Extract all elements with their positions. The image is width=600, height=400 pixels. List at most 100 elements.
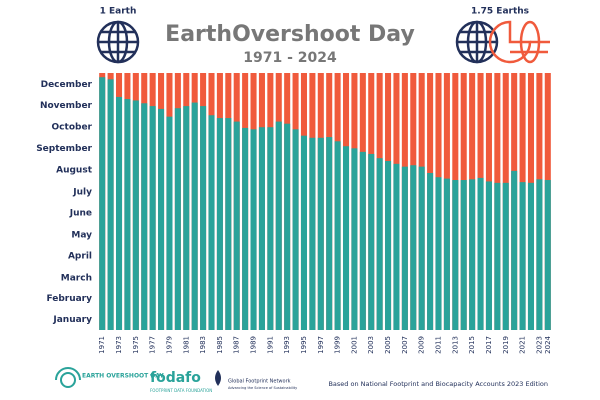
globe-icon [96, 20, 140, 64]
y-tick-label: July [72, 187, 92, 197]
x-tick-label: 2007 [401, 336, 409, 354]
bar [410, 165, 417, 330]
bar [359, 151, 366, 330]
bar [435, 177, 442, 330]
logo-text: Global Footprint Network [228, 379, 291, 385]
source-note: Based on National Footprint and Biocapac… [328, 380, 548, 388]
bar [124, 99, 131, 330]
bar [115, 96, 123, 330]
bar [536, 179, 543, 330]
x-tick-label: 2015 [468, 336, 476, 354]
bar [107, 79, 114, 331]
x-tick-label: 2021 [519, 336, 527, 354]
bar [225, 118, 232, 330]
bar [368, 153, 375, 330]
logo-text: EARTH OVERSHOOT DAY [82, 373, 164, 380]
x-tick-label: 1987 [233, 336, 241, 354]
bar [401, 166, 408, 330]
bar [544, 180, 551, 330]
y-tick-label: October [52, 123, 93, 133]
logo-icon [215, 370, 221, 386]
x-tick-label: 2001 [350, 336, 358, 354]
bar [342, 146, 350, 330]
bar [141, 103, 148, 331]
y-tick-label: November [40, 101, 93, 111]
logo-text: FOOTPRINT DATA FOUNDATION [150, 388, 212, 393]
bar [519, 182, 526, 330]
bar [527, 182, 535, 330]
x-tick-label: 1993 [283, 336, 291, 354]
bar [267, 127, 274, 331]
y-tick-label: January [52, 315, 92, 325]
bar [174, 108, 181, 331]
bar [300, 135, 308, 330]
x-tick-label: 2023 [535, 336, 543, 354]
y-tick-label: May [71, 230, 92, 240]
bar [385, 161, 392, 330]
earth-label: 1 Earth [100, 7, 137, 17]
partial-globe-icon [488, 20, 550, 64]
x-tick-label: 2011 [435, 336, 443, 354]
bar [250, 129, 257, 330]
x-tick-label: 2017 [485, 336, 493, 354]
x-tick-label: 1975 [132, 336, 140, 354]
x-tick-label: 1983 [199, 336, 207, 354]
x-tick-label: 1995 [300, 336, 308, 354]
logo-text: fodafo [150, 370, 201, 386]
x-tick-label: 2003 [367, 336, 375, 354]
bar [292, 129, 299, 330]
x-tick-label: 2013 [451, 336, 459, 354]
y-tick-label: June [69, 209, 92, 219]
bar [275, 121, 282, 331]
bar [149, 106, 156, 331]
bar [309, 137, 316, 330]
bar [334, 141, 341, 330]
x-tick-label: 1971 [98, 336, 106, 354]
bar [183, 106, 190, 331]
x-tick-label: 1991 [266, 336, 274, 354]
bar [258, 127, 265, 331]
bar [99, 77, 106, 330]
bar [376, 158, 383, 330]
x-tick-label: 1999 [334, 336, 342, 354]
x-tick-label: 2024 [544, 335, 552, 353]
bar [166, 116, 173, 331]
y-tick-label: August [56, 166, 93, 176]
x-tick-label: 1981 [182, 336, 190, 354]
bar [427, 172, 434, 330]
y-tick-label: April [68, 252, 92, 262]
bar [494, 182, 501, 330]
bar [284, 123, 291, 330]
y-tick-label: December [41, 80, 93, 90]
y-tick-label: September [36, 144, 92, 154]
x-tick-label: 1989 [250, 336, 258, 354]
x-tick-label: 2005 [384, 336, 392, 354]
bar [216, 118, 223, 330]
bar [469, 179, 476, 330]
bar [200, 106, 207, 331]
bar [477, 177, 484, 330]
bar [460, 180, 467, 330]
bar [351, 148, 358, 330]
earth-label: 1.75 Earths [471, 7, 529, 17]
bar [418, 166, 425, 330]
logo-icon [55, 367, 81, 388]
bar [132, 100, 139, 331]
chart-subtitle: 1971 - 2024 [243, 50, 337, 66]
bar [158, 108, 165, 330]
chart-title: EarthOvershoot Day [165, 22, 415, 47]
x-tick-label: 1985 [216, 336, 224, 354]
bar [326, 137, 333, 330]
x-tick-label: 1977 [149, 336, 157, 354]
y-tick-label: February [46, 294, 92, 304]
x-tick-label: 1979 [165, 336, 173, 354]
bar [502, 182, 509, 330]
bar [443, 178, 450, 330]
bar [233, 121, 240, 331]
bar [485, 181, 492, 330]
logo-text: Advancing the Science of Sustainability [228, 386, 297, 390]
bar [452, 180, 459, 330]
bar [393, 163, 400, 330]
bar [208, 115, 215, 330]
